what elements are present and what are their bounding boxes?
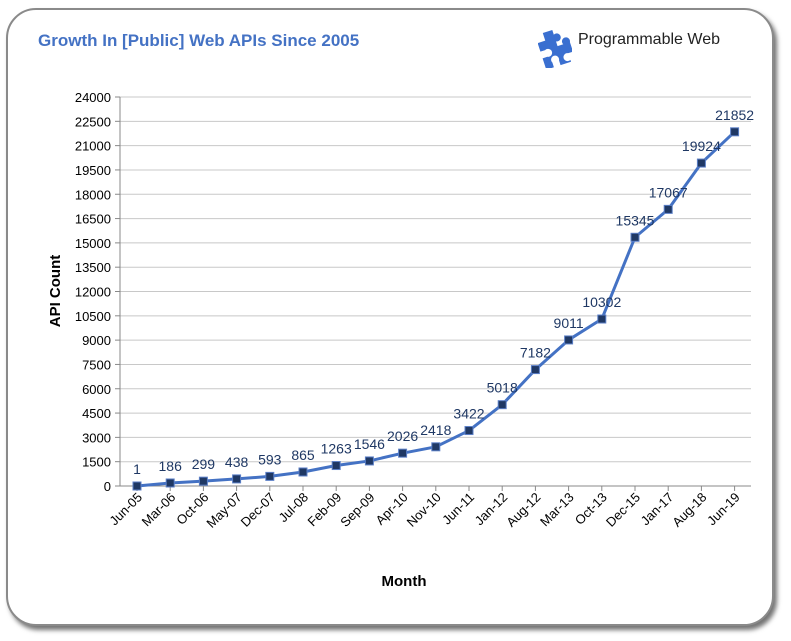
- puzzle-piece-icon: [538, 29, 572, 68]
- y-tick-label: 13500: [75, 260, 111, 275]
- x-tick-label: Aug-18: [669, 490, 709, 530]
- y-tick-label: 6000: [82, 382, 111, 397]
- x-tick-label: Jun-05: [106, 490, 145, 529]
- data-labels: 1 186 299 438 593 865 1263 1546 2026 241834225018…: [133, 107, 754, 477]
- data-label: 1263: [321, 441, 352, 457]
- y-tick-labels: 0 1500 3000 4500 6000 7500 9000 10500 12000 13500…: [75, 90, 111, 494]
- y-tick-label: 21000: [75, 139, 111, 154]
- data-label: 17067: [649, 184, 688, 200]
- brand-name: Programmable Web: [578, 31, 720, 48]
- x-tick-label: Feb-09: [305, 490, 345, 530]
- data-label: 9011: [554, 315, 584, 331]
- y-tick-label: 12000: [75, 285, 111, 300]
- x-tick-label: Apr-10: [373, 490, 411, 528]
- data-point: [132, 481, 142, 491]
- data-point: [564, 335, 574, 345]
- chart-frame: [6, 8, 774, 626]
- data-label: 5018: [487, 380, 518, 396]
- x-tick-label: Nov-10: [404, 490, 444, 530]
- data-label: 865: [291, 447, 315, 463]
- y-tick-label: 7500: [82, 357, 111, 372]
- y-tick-label: 1500: [82, 455, 111, 470]
- data-point: [265, 471, 275, 481]
- y-tick-label: 15000: [75, 236, 111, 251]
- y-tick-label: 3000: [82, 430, 111, 445]
- data-point: [663, 204, 673, 214]
- data-label: 10302: [582, 294, 621, 310]
- y-tick-label: 16500: [75, 212, 111, 227]
- data-point: [398, 448, 408, 458]
- data-label: 1546: [354, 436, 385, 452]
- y-tick-label: 19500: [75, 163, 111, 178]
- x-tick-label: Jan-12: [472, 490, 511, 529]
- data-point: [464, 426, 474, 436]
- y-tick-label: 22500: [75, 114, 111, 129]
- x-axis-title: Month: [382, 573, 427, 590]
- x-tick-label: May-07: [203, 490, 244, 531]
- x-tick-label: Sep-09: [337, 490, 377, 530]
- data-label: 593: [258, 451, 282, 467]
- data-point: [331, 461, 341, 471]
- x-tick-label: Mar-13: [537, 490, 577, 530]
- x-tick-label: Jan-17: [638, 490, 677, 529]
- y-tick-label: 10500: [75, 309, 111, 324]
- data-point: [497, 400, 507, 410]
- y-tick-label: 24000: [75, 90, 111, 105]
- chart-title: Growth In [Public] Web APIs Since 2005: [38, 31, 360, 50]
- data-label: 21852: [715, 107, 754, 123]
- y-tick-label: 9000: [82, 333, 111, 348]
- x-tick-label: Dec-15: [603, 490, 643, 530]
- data-label: 3422: [453, 406, 484, 422]
- x-tick-label: Oct-13: [572, 490, 610, 528]
- data-label: 299: [192, 456, 216, 472]
- data-label: 7182: [520, 345, 551, 361]
- data-label: 186: [159, 458, 183, 474]
- x-tick-labels: Jun-05Mar-06Oct-06May-07Dec-07Jul-08Feb-…: [106, 490, 742, 531]
- data-point: [298, 467, 308, 477]
- data-label: 1: [133, 461, 141, 477]
- data-point: [530, 365, 540, 375]
- data-point: [730, 127, 740, 137]
- axes: [119, 97, 751, 491]
- data-label: 2418: [420, 422, 451, 438]
- data-point: [364, 456, 374, 466]
- data-point: [232, 474, 242, 484]
- data-point: [198, 476, 208, 486]
- y-tick-label: 18000: [75, 187, 111, 202]
- data-point: [630, 232, 640, 242]
- x-tick-label: Jun-19: [704, 490, 743, 529]
- data-label: 15345: [616, 212, 655, 228]
- data-point: [597, 314, 607, 324]
- data-point: [696, 158, 706, 168]
- x-tick-label: Mar-06: [139, 490, 179, 530]
- data-label: 19924: [682, 138, 721, 154]
- data-point: [431, 442, 441, 452]
- data-point: [165, 478, 175, 488]
- data-label: 438: [225, 454, 249, 470]
- x-tick-label: Aug-12: [503, 490, 543, 530]
- data-label: 2026: [387, 428, 418, 444]
- y-tick-label: 4500: [82, 406, 111, 421]
- x-tick-label: Jun-11: [439, 490, 477, 528]
- y-axis-title: API Count: [47, 255, 64, 328]
- y-tick-label: 0: [104, 479, 111, 494]
- x-tick-label: Dec-07: [238, 490, 278, 530]
- data-points: [132, 127, 740, 491]
